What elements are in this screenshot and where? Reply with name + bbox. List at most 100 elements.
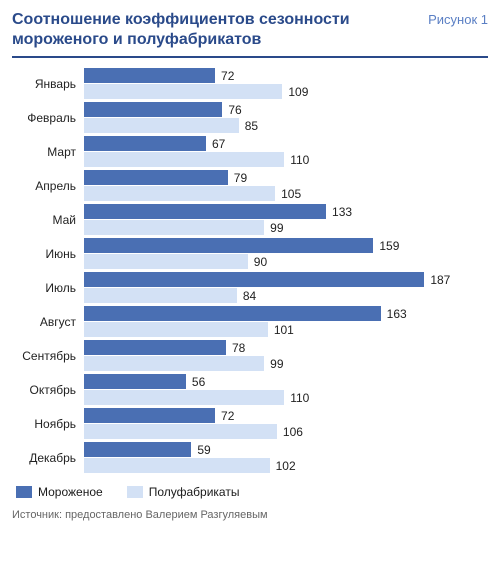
bar [84,272,424,287]
chart-row: Декабрь 59 102 [12,442,488,473]
category-label: Май [12,213,84,227]
bar-group: 78 99 [84,340,488,371]
bar-group: 13399 [84,204,488,235]
chart-row: Сентябрь 78 99 [12,340,488,371]
bar-wrap: 76 [84,102,488,117]
bar [84,220,264,235]
category-label: Июнь [12,247,84,261]
bar [84,288,237,303]
category-label: Август [12,315,84,329]
chart-row: Февраль7685 [12,102,488,133]
legend: Мороженое Полуфабрикаты [12,485,488,499]
bar-wrap: 133 [84,204,488,219]
bar-value: 79 [228,171,247,185]
bar-wrap: 67 [84,136,488,151]
bar [84,170,228,185]
bar [84,374,186,389]
category-label: Февраль [12,111,84,125]
bar [84,442,191,457]
category-label: Апрель [12,179,84,193]
chart-row: Июль187 84 [12,272,488,303]
chart-row: Июнь 159 90 [12,238,488,269]
bar-wrap: 72 [84,408,488,423]
bar-wrap: 106 [84,424,488,439]
seasonality-chart: Январь72109Февраль7685Март67110Апрель791… [12,68,488,473]
bar [84,68,215,83]
bar-value: 105 [275,187,301,201]
bar-group: 7685 [84,102,488,133]
bar-value: 133 [326,205,352,219]
bar-wrap: 72 [84,68,488,83]
chart-row: Январь72109 [12,68,488,99]
bar [84,102,222,117]
bar-wrap: 99 [84,356,488,371]
legend-label: Мороженое [38,485,103,499]
bar-value: 163 [381,307,407,321]
category-label: Октябрь [12,383,84,397]
legend-swatch [127,486,143,498]
bar [84,238,373,253]
bar [84,186,275,201]
chart-row: Апрель 79 105 [12,170,488,201]
bar-value: 85 [239,119,258,133]
bar-group: 59 102 [84,442,488,473]
bar [84,340,226,355]
legend-item: Полуфабрикаты [127,485,240,499]
bar [84,118,239,133]
bar-group: 67110 [84,136,488,167]
bar-wrap: 187 [84,272,488,287]
bar-wrap: 163 [84,306,488,321]
bar-value: 101 [268,323,294,337]
legend-item: Мороженое [16,485,103,499]
bar-group: 79 105 [84,170,488,201]
bar-value: 159 [373,239,399,253]
bar [84,322,268,337]
chart-row: Март67110 [12,136,488,167]
legend-swatch [16,486,32,498]
bar-wrap: 99 [84,220,488,235]
bar-wrap: 159 [84,238,488,253]
bar-value: 76 [222,103,241,117]
bar [84,408,215,423]
bar-wrap: 78 [84,340,488,355]
category-label: Сентябрь [12,349,84,363]
bar [84,424,277,439]
bar-wrap: 90 [84,254,488,269]
bar-value: 90 [248,255,267,269]
bar [84,306,381,321]
bar-wrap: 105 [84,186,488,201]
chart-row: Ноябрь72106 [12,408,488,439]
bar-group: 72109 [84,68,488,99]
bar-value: 59 [191,443,210,457]
bar-wrap: 110 [84,152,488,167]
bar-wrap: 101 [84,322,488,337]
bar [84,254,248,269]
bar-value: 78 [226,341,245,355]
bar-group: 72106 [84,408,488,439]
bar-value: 56 [186,375,205,389]
bar-group: 56 110 [84,374,488,405]
bar-value: 110 [284,391,309,405]
category-label: Июль [12,281,84,295]
bar-group: 159 90 [84,238,488,269]
bar-wrap: 59 [84,442,488,457]
category-label: Декабрь [12,451,84,465]
bar-value: 84 [237,289,256,303]
bar-wrap: 85 [84,118,488,133]
figure-label: Рисунок 1 [418,10,488,27]
bar [84,390,284,405]
bar-wrap: 102 [84,458,488,473]
bar-wrap: 84 [84,288,488,303]
bar [84,152,284,167]
bar-wrap: 109 [84,84,488,99]
header: Соотношение коэффициентов сезонности мор… [12,10,488,58]
bar-value: 99 [264,357,283,371]
bar-value: 102 [270,459,296,473]
bar-value: 67 [206,137,225,151]
source-text: Источник: предоставлено Валерием Разгуля… [12,509,488,521]
bar-value: 72 [215,69,234,83]
bar [84,84,282,99]
bar [84,204,326,219]
bar-wrap: 56 [84,374,488,389]
bar-group: 163 101 [84,306,488,337]
